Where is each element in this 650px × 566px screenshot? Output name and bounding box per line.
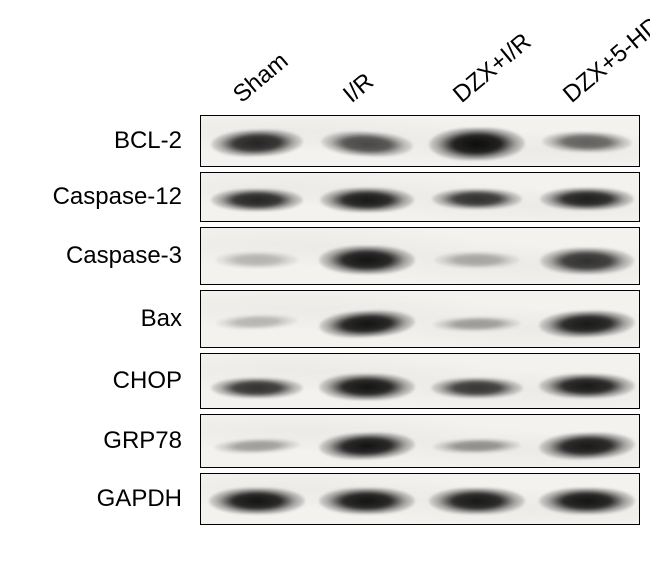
blot-strip-chop bbox=[200, 353, 640, 409]
blot-strip-bcl2 bbox=[200, 115, 640, 167]
blot-strip-gapdh bbox=[200, 473, 640, 525]
band-chop-sham bbox=[211, 378, 303, 398]
column-label-dzx5hd: DZX+5-HD+I/R bbox=[558, 0, 650, 109]
column-label-dzx: DZX+I/R bbox=[448, 28, 537, 109]
blot-row-bcl2: BCL-2 bbox=[0, 115, 650, 167]
blot-row-gapdh: GAPDH bbox=[0, 473, 650, 525]
blot-row-grp78: GRP78 bbox=[0, 414, 650, 468]
band-casp12-sham bbox=[211, 189, 303, 211]
column-label-sham: Sham bbox=[228, 47, 294, 109]
blot-strip-grp78 bbox=[200, 414, 640, 468]
band-chop-dzx bbox=[431, 378, 523, 398]
blot-strip-casp3 bbox=[200, 227, 640, 285]
band-casp12-dzx bbox=[432, 189, 522, 209]
blot-rows: BCL-2 Caspase-12 Caspase-3 Bax CHOP GRP78 GAPD… bbox=[0, 115, 650, 530]
band-gapdh-sham bbox=[209, 488, 305, 514]
band-casp12-dzx5hd bbox=[540, 188, 634, 210]
band-casp12-ir bbox=[320, 188, 414, 212]
band-casp3-sham bbox=[215, 252, 299, 268]
blot-row-chop: CHOP bbox=[0, 353, 650, 409]
blot-strip-casp12 bbox=[200, 172, 640, 222]
row-label-grp78: GRP78 bbox=[0, 427, 200, 455]
row-label-casp3: Caspase-3 bbox=[0, 242, 200, 270]
row-label-casp12: Caspase-12 bbox=[0, 183, 200, 211]
band-gapdh-ir bbox=[319, 488, 415, 514]
column-label-ir: I/R bbox=[338, 68, 379, 109]
blot-row-bax: Bax bbox=[0, 290, 650, 348]
band-chop-dzx5hd bbox=[539, 374, 635, 398]
western-blot-figure: Sham I/R DZX+I/R DZX+5-HD+I/R BCL-2 Caspase-… bbox=[0, 0, 650, 566]
blot-row-casp3: Caspase-3 bbox=[0, 227, 650, 285]
column-labels: ShamI/RDZX+I/RDZX+5-HD+I/R bbox=[200, 0, 640, 115]
blot-strip-bax bbox=[200, 290, 640, 348]
row-label-chop: CHOP bbox=[0, 367, 200, 395]
band-gapdh-dzx bbox=[429, 488, 525, 514]
row-label-gapdh: GAPDH bbox=[0, 485, 200, 513]
row-label-bcl2: BCL-2 bbox=[0, 127, 200, 155]
row-label-bax: Bax bbox=[0, 305, 200, 333]
band-chop-ir bbox=[319, 374, 415, 400]
band-casp3-dzx bbox=[434, 252, 520, 268]
band-casp3-dzx5hd bbox=[540, 248, 634, 274]
band-gapdh-dzx5hd bbox=[539, 488, 635, 514]
band-casp3-ir bbox=[319, 246, 415, 274]
blot-row-casp12: Caspase-12 bbox=[0, 172, 650, 222]
